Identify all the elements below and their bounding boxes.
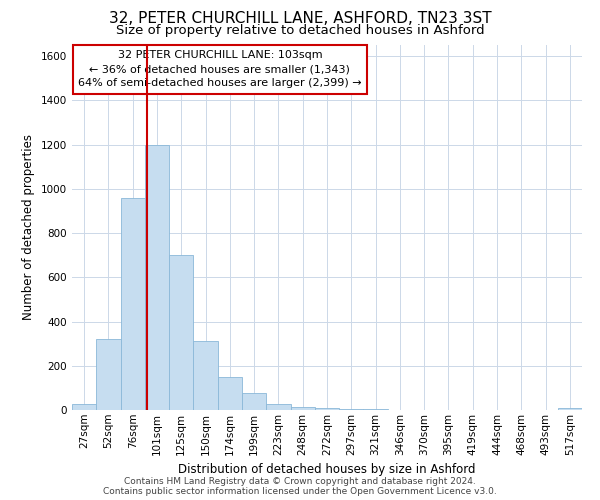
Text: 32 PETER CHURCHILL LANE: 103sqm
← 36% of detached houses are smaller (1,343)
64%: 32 PETER CHURCHILL LANE: 103sqm ← 36% of… (78, 50, 362, 88)
Bar (193, 342, 218, 410)
Bar (558, 408, 582, 410)
Text: 32, PETER CHURCHILL LANE, ASHFORD, TN23 3ST: 32, PETER CHURCHILL LANE, ASHFORD, TN23 … (109, 11, 491, 26)
Bar (72, 404, 96, 410)
Bar (266, 404, 290, 410)
Bar (218, 377, 242, 410)
Bar (290, 406, 315, 410)
Bar (339, 409, 364, 410)
X-axis label: Distribution of detached houses by size in Ashford: Distribution of detached houses by size … (178, 463, 476, 476)
Text: Contains HM Land Registry data © Crown copyright and database right 2024.
Contai: Contains HM Land Registry data © Crown c… (103, 476, 497, 496)
Y-axis label: Number of detached properties: Number of detached properties (22, 134, 35, 320)
Bar (96, 339, 121, 410)
Bar (315, 408, 339, 410)
Bar (145, 144, 169, 410)
Bar (121, 198, 145, 410)
Bar (242, 394, 266, 410)
Text: Size of property relative to detached houses in Ashford: Size of property relative to detached ho… (116, 24, 484, 37)
Bar (169, 255, 193, 410)
